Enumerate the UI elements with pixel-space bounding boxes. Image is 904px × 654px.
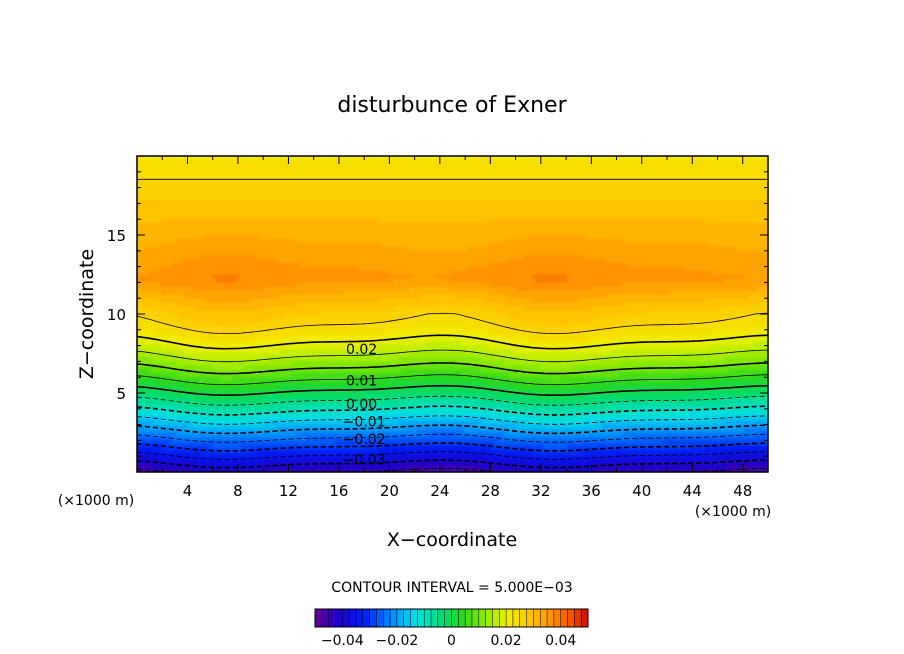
colorbar-tick-label: 0.04 [545,633,576,649]
colorbar-swatch [512,608,521,628]
contour-line [137,374,768,386]
contour-labels: 0.02 0.01 0.00−0.01 −0.02 −0.03 [343,342,386,469]
x-tick-label: 40 [632,482,651,500]
contour-label: 0.02 [346,342,377,358]
colorbar-swatch [376,608,384,628]
contour-line [137,312,768,334]
x-tick-label: 44 [683,482,702,500]
y-tick-label: 5 [116,385,126,403]
x-tick-label: 24 [430,482,449,500]
colorbar-swatch [383,608,391,628]
y-tick-label: 15 [107,227,126,245]
contour-line [137,405,768,416]
y-axis-label: Z−coordinate [76,249,98,379]
contour-label: −0.03 [343,452,386,468]
contour-line [137,433,768,443]
colorbar-swatch [403,608,412,628]
chart-title: disturbunce of Exner [337,93,567,118]
colorbar-swatch [567,608,575,628]
x-tick-label: 8 [233,482,243,500]
colorbar-swatch [464,608,473,628]
contour-label: 0.01 [346,373,377,389]
x-tick-label: 32 [531,482,550,500]
colorbar-swatch [396,608,405,628]
colorbar-swatch [485,608,493,628]
plot-area: 0.020.010.00−0.01−0.02−0.03 4 8 12 16 20 24 28… [107,155,769,500]
colorbar-swatch [546,608,555,628]
colorbar-swatch [458,608,466,628]
x-unit-label-right: (×1000 m) [695,504,771,520]
x-tick-label: 36 [582,482,601,500]
colorbar-tick-label: −0.02 [375,633,418,649]
contour-label: −0.01 [343,414,386,430]
colorbar-tick-label: −0.04 [321,633,364,649]
colorbar-swatch [580,608,589,628]
x-tick-label: 20 [380,482,399,500]
colorbar-swatch [342,608,350,628]
y-tick-label: 10 [107,306,126,324]
colorbar-swatch [553,608,562,628]
colorbar: −0.04 −0.02 0 0.02 0.04 [314,608,589,649]
x-unit-label-left: (×1000 m) [58,493,134,509]
x-tick-label: 4 [183,482,193,500]
contour-label: −0.02 [343,432,386,448]
colorbar-swatch [430,608,439,628]
colorbar-swatch [423,608,432,628]
colorbar-tick-label: 0.02 [491,633,522,649]
colorbar-swatch [328,608,336,628]
colorbar-swatch [362,608,371,628]
contour-line [137,384,768,396]
colorbar-tick-label: 0 [447,633,456,649]
x-tick-label: 16 [329,482,348,500]
colorbar-swatch [526,608,534,628]
colorbar-swatch [478,608,487,628]
colorbar-swatch [499,608,507,628]
contour-label: 0.00 [346,397,377,413]
colorbar-swatch [471,608,480,628]
contour-line [137,415,768,425]
contour-line [137,362,768,375]
contour-line [137,334,768,350]
colorbar-swatch [389,608,398,628]
x-tick-label: 48 [733,482,752,500]
x-tick-label: 12 [279,482,298,500]
colorbar-swatch [355,608,364,628]
contour-interval-text: CONTOUR INTERVAL = 5.000E−03 [331,580,572,596]
colorbar-swatch [437,608,446,628]
colorbar-swatch [410,608,418,628]
colorbar-swatch [519,608,528,628]
contour-line [137,442,768,452]
colorbar-swatch [505,608,514,628]
contour-line [137,395,768,406]
contour-line [137,349,768,363]
colorbar-swatch [314,608,323,628]
colorbar-swatch [533,608,541,628]
colorbar-swatch [348,608,357,628]
contour-lines [137,178,768,472]
colorbar-swatch [451,608,459,628]
colorbar-swatch [369,608,377,628]
colorbar-swatch [560,608,568,628]
colorbar-swatch [492,608,500,628]
contour-line [137,459,768,469]
colorbar-swatch [321,608,330,628]
colorbar-frame [314,608,589,628]
contour-line [137,424,768,435]
colorbar-swatch [574,608,582,628]
colorbar-swatch [539,608,548,628]
colorbar-swatch [417,608,425,628]
colorbar-swatch [444,608,452,628]
x-tick-label: 28 [481,482,500,500]
contour-line [137,451,768,460]
colorbar-swatch [335,608,343,628]
x-axis-label: X−coordinate [387,529,517,551]
